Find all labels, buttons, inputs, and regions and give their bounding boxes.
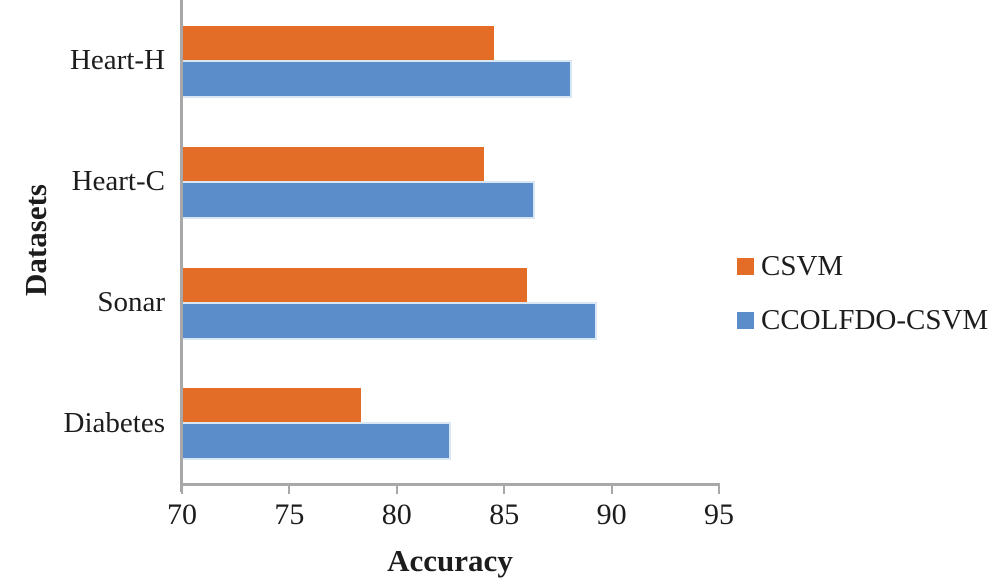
x-axis-line <box>180 483 720 486</box>
bar-ccolfdo-csvm-heart-h <box>183 60 572 98</box>
bar-ccolfdo-csvm-sonar <box>183 301 598 340</box>
x-tick-mark-80 <box>395 486 398 494</box>
x-tick-mark-70 <box>181 486 183 494</box>
bar-ccolfdo-csvm-heart-c <box>183 180 536 219</box>
legend-label-csvm: CSVM <box>761 249 844 282</box>
legend-item-csvm: CSVM <box>737 249 988 283</box>
x-tick-label-85: 85 <box>489 498 520 531</box>
category-label-heart-c: Heart-C <box>71 165 165 198</box>
x-tick-label-95: 95 <box>704 498 734 531</box>
legend-item-ccolfdo-csvm: CCOLFDO-CSVM <box>737 303 988 337</box>
bar-ccolfdo-csvm-diabetes <box>183 422 452 461</box>
x-tick-label-75: 75 <box>274 498 305 531</box>
bar-csvm-diabetes <box>183 388 362 423</box>
x-axis-title: Accuracy <box>387 543 513 578</box>
x-tick-mark-90 <box>610 486 613 494</box>
bar-csvm-heart-h <box>183 26 495 60</box>
x-tick-label-90: 90 <box>596 498 627 531</box>
x-tick-mark-85 <box>503 486 506 494</box>
y-axis-title: Datasets <box>18 184 53 296</box>
y-axis-line <box>180 0 183 492</box>
category-label-heart-h: Heart-H <box>69 44 165 77</box>
legend: CSVM CCOLFDO-CSVM <box>737 249 988 357</box>
x-tick-label-80: 80 <box>381 498 412 531</box>
bar-csvm-heart-c <box>183 146 484 181</box>
legend-label-ccolfdo-csvm: CCOLFDO-CSVM <box>761 303 989 336</box>
category-label-diabetes: Diabetes <box>63 406 165 439</box>
x-tick-mark-95 <box>718 486 720 494</box>
category-label-sonar: Sonar <box>97 285 165 318</box>
x-tick-mark-75 <box>288 486 291 494</box>
ccolfdo-csvm-swatch-icon <box>737 311 754 329</box>
csvm-swatch-icon <box>737 257 754 275</box>
bar-csvm-sonar <box>183 267 527 302</box>
x-tick-label-70: 70 <box>167 498 197 531</box>
